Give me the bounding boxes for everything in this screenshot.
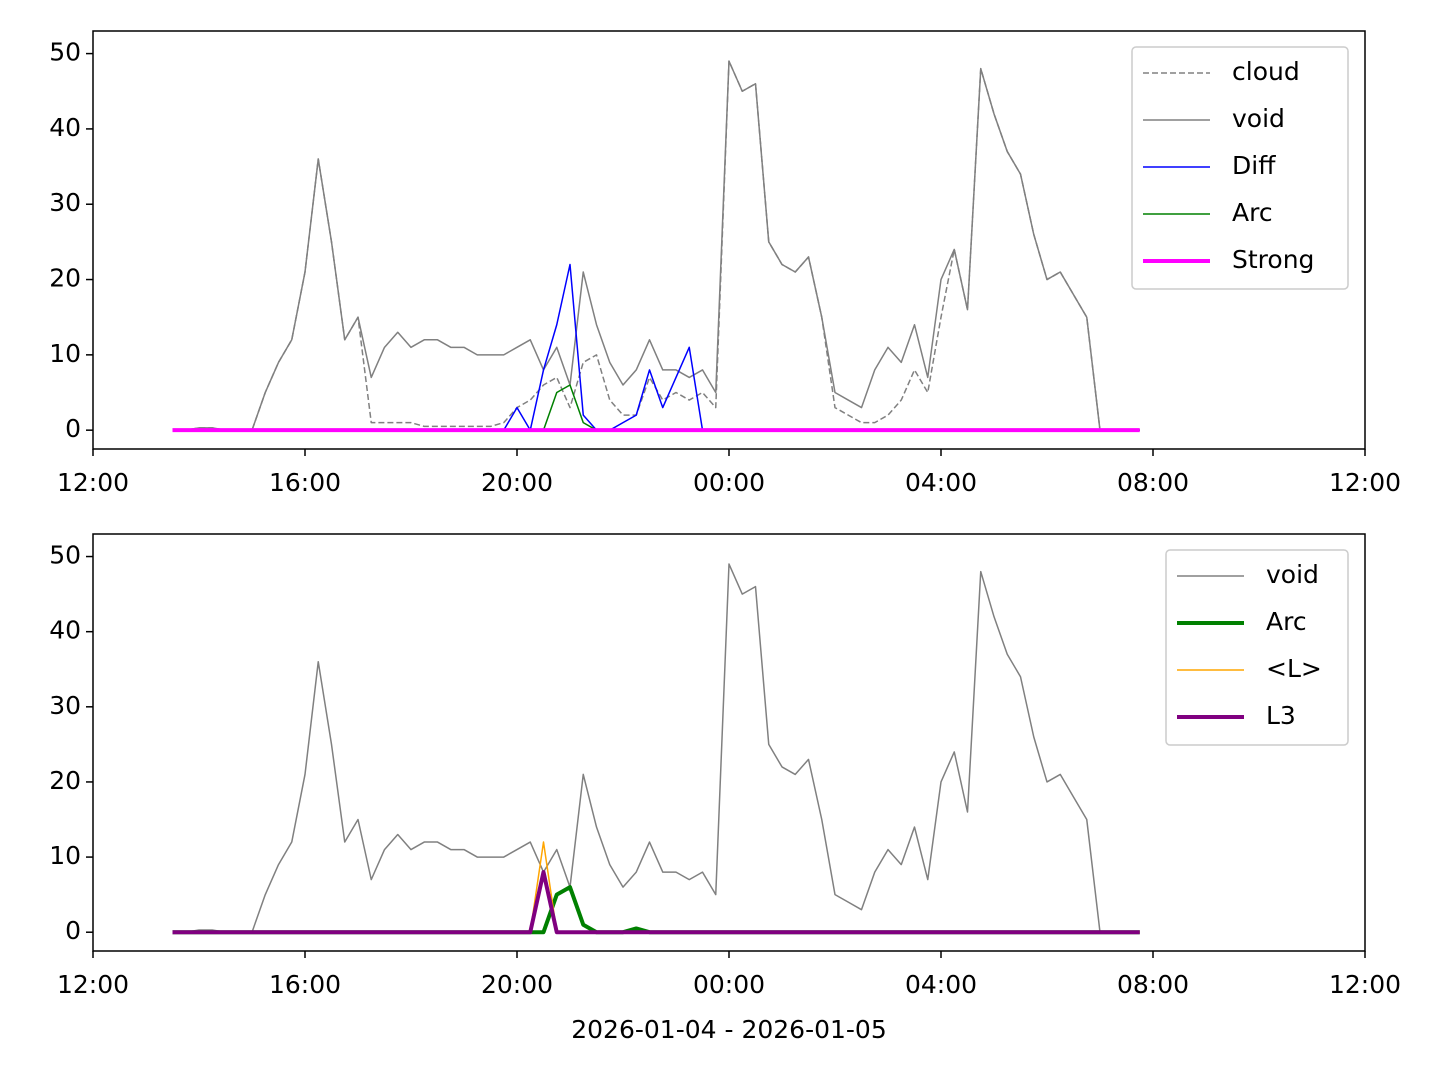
x-tick-label: 12:00 <box>1329 468 1401 497</box>
y-tick-label: 40 <box>49 616 81 645</box>
legend-label: void <box>1232 104 1285 133</box>
legend-label: void <box>1266 560 1319 589</box>
x-tick-label: 16:00 <box>269 468 341 497</box>
legend-label: Strong <box>1232 245 1314 274</box>
legend-label: cloud <box>1232 57 1300 86</box>
y-tick-label: 50 <box>49 541 81 570</box>
x-tick-label: 00:00 <box>693 970 765 999</box>
y-tick-label: 40 <box>49 113 81 142</box>
x-tick-label: 08:00 <box>1117 970 1189 999</box>
series-line <box>172 885 1140 935</box>
x-tick-label: 12:00 <box>57 468 129 497</box>
series-line <box>172 263 1140 431</box>
legend-box <box>1131 46 1349 290</box>
y-tick-label: 10 <box>49 339 81 368</box>
x-tick-label: 16:00 <box>269 970 341 999</box>
x-tick-label: 20:00 <box>481 468 553 497</box>
x-tick-label: 08:00 <box>1117 468 1189 497</box>
legend-label: Arc <box>1266 607 1307 636</box>
y-tick-label: 10 <box>49 841 81 870</box>
x-tick-label: 12:00 <box>57 970 129 999</box>
x-tick-label: 04:00 <box>905 468 977 497</box>
legend-label: Arc <box>1232 198 1273 227</box>
series-line <box>172 563 1140 933</box>
axes-frame <box>92 30 1366 450</box>
series-line <box>172 384 1140 431</box>
y-tick-label: 30 <box>49 188 81 217</box>
x-tick-label: 00:00 <box>693 468 765 497</box>
legend-label: Diff <box>1232 151 1276 180</box>
y-tick-label: 0 <box>65 916 81 945</box>
y-tick-label: 30 <box>49 691 81 720</box>
x-tick-label: 12:00 <box>1329 970 1401 999</box>
series-line <box>172 870 1140 935</box>
plot-area <box>172 563 1140 935</box>
legend-label: <L> <box>1266 654 1322 683</box>
legend-label: L3 <box>1266 701 1296 730</box>
y-tick-label: 0 <box>65 414 81 443</box>
series-line <box>172 60 1140 431</box>
x-tick-label: 04:00 <box>905 970 977 999</box>
x-axis-label: 2026-01-04 - 2026-01-05 <box>571 1015 887 1044</box>
plot-area <box>172 60 1140 433</box>
x-tick-label: 20:00 <box>481 970 553 999</box>
y-tick-label: 50 <box>49 38 81 67</box>
legend-box <box>1165 549 1349 746</box>
y-tick-label: 20 <box>49 766 81 795</box>
y-tick-label: 20 <box>49 264 81 293</box>
axes-frame <box>92 533 1366 952</box>
